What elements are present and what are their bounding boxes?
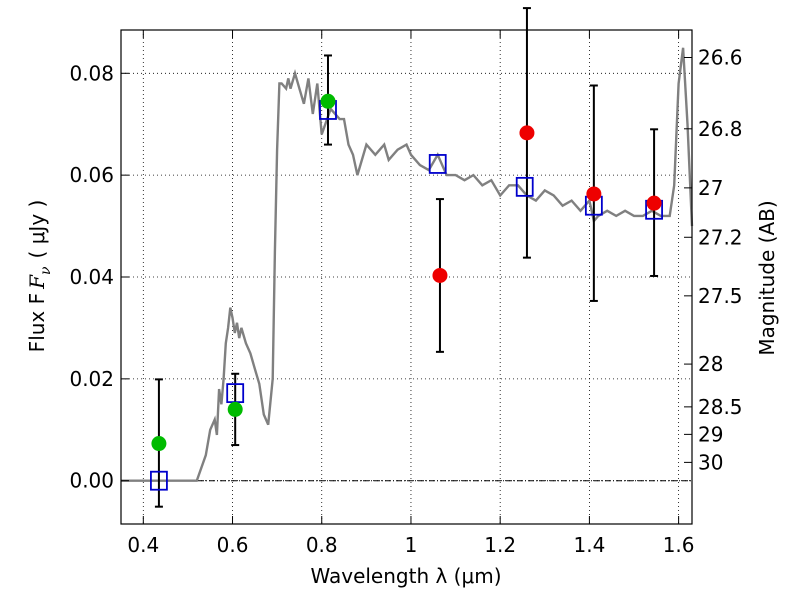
y-axis-label-right: Magnitude (AB) xyxy=(755,200,779,355)
magnitude-tick-label: 26.8 xyxy=(698,117,743,141)
y-tick-label: 0.02 xyxy=(69,367,114,391)
observed-point-optical xyxy=(151,436,167,452)
y-tick-label: 0.08 xyxy=(69,61,114,85)
magnitude-tick-label: 29 xyxy=(698,422,723,446)
x-tick-label: 1.2 xyxy=(484,533,516,557)
magnitude-tick-label: 30 xyxy=(698,450,723,474)
model-band-square xyxy=(150,470,168,491)
model-band-square xyxy=(515,176,534,197)
x-tick-label: 0.4 xyxy=(127,533,159,557)
y-tick-label: 0.04 xyxy=(69,265,114,289)
magnitude-tick-label: 28 xyxy=(698,352,723,376)
x-axis-label: Wavelength λ (μm) xyxy=(310,564,501,588)
observed-point-nir xyxy=(432,267,448,283)
magnitude-tick-label: 27 xyxy=(698,176,723,200)
magnitude-tick-label: 27.5 xyxy=(698,284,743,308)
y-axis-label-unit: ( μJy ) xyxy=(25,200,49,259)
y-tick-label: 0.06 xyxy=(69,163,114,187)
observed-point-nir xyxy=(646,195,662,211)
model-band-square xyxy=(428,154,447,174)
observed-photometry-points xyxy=(151,93,662,452)
y-axis-label-flux: Flux F xyxy=(25,293,49,352)
axis-ticks xyxy=(121,30,692,524)
magnitude-tick-label: 28.5 xyxy=(698,395,743,419)
y-tick-label: 0.00 xyxy=(69,469,114,493)
x-tick-label: 0.8 xyxy=(306,533,338,557)
magnitude-tick-label: 27.2 xyxy=(698,225,743,249)
magnitude-tick-label: 26.6 xyxy=(698,46,743,70)
model-photometry-squares xyxy=(150,100,663,491)
x-tick-label: 0.6 xyxy=(217,533,249,557)
observed-point-nir xyxy=(519,125,535,141)
x-tick-label: 1 xyxy=(405,533,418,557)
y-axis-label-f-nu: F xyxy=(25,274,49,290)
x-tick-label: 1.6 xyxy=(663,533,695,557)
observed-point-optical xyxy=(320,93,336,109)
tick-labels: 0.4 0.6 0.8 1 1.2 1.4 1.6 0.00 0.02 0.04 0.06 0.08 2… xyxy=(69,46,742,557)
observed-point-nir xyxy=(586,186,602,202)
y-axis-label-nu-subscript: ν xyxy=(38,266,54,275)
observed-point-optical xyxy=(227,401,243,417)
x-tick-label: 1.4 xyxy=(573,533,605,557)
y-axis-label-left: Flux F Fν ( μJy ) xyxy=(25,200,54,353)
